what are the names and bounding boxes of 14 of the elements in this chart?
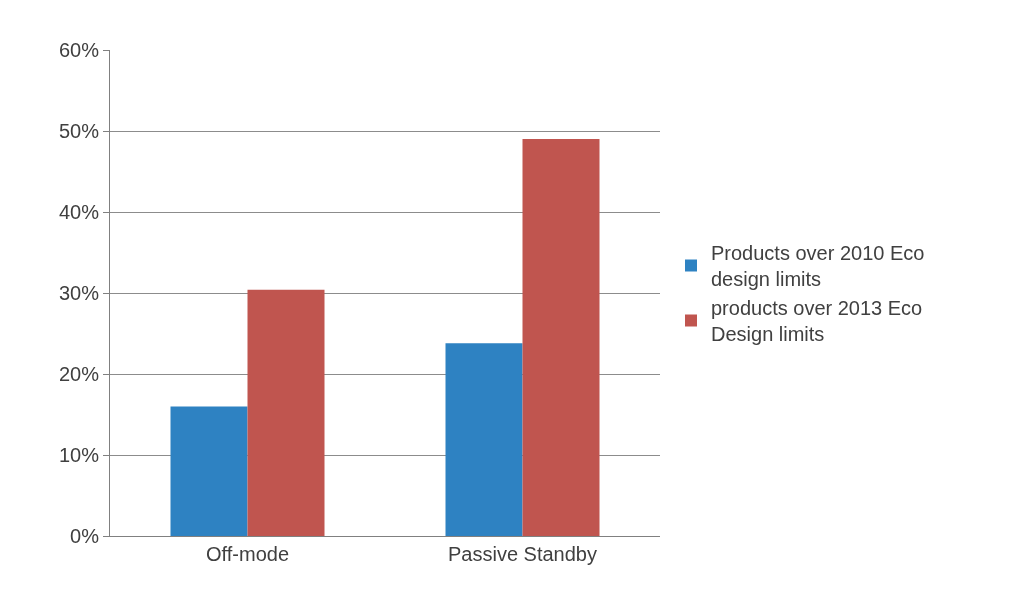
x-tick-label: Passive Standby xyxy=(448,543,597,565)
y-tick-label: 30% xyxy=(58,282,100,304)
y-tick-label: 60% xyxy=(58,39,100,61)
x-tick-label: Off-mode xyxy=(206,543,289,565)
bar xyxy=(170,406,248,536)
legend-label: products over 2013 Eco Design limits xyxy=(711,297,923,346)
bar xyxy=(522,139,600,536)
y-tick-label: 0% xyxy=(70,525,100,547)
y-tick-label: 10% xyxy=(58,444,100,466)
y-tick-label: 40% xyxy=(58,201,100,223)
bar xyxy=(445,343,523,536)
y-tick-label: 20% xyxy=(58,363,100,385)
bar xyxy=(247,289,325,536)
y-tick-label: 50% xyxy=(58,120,100,142)
